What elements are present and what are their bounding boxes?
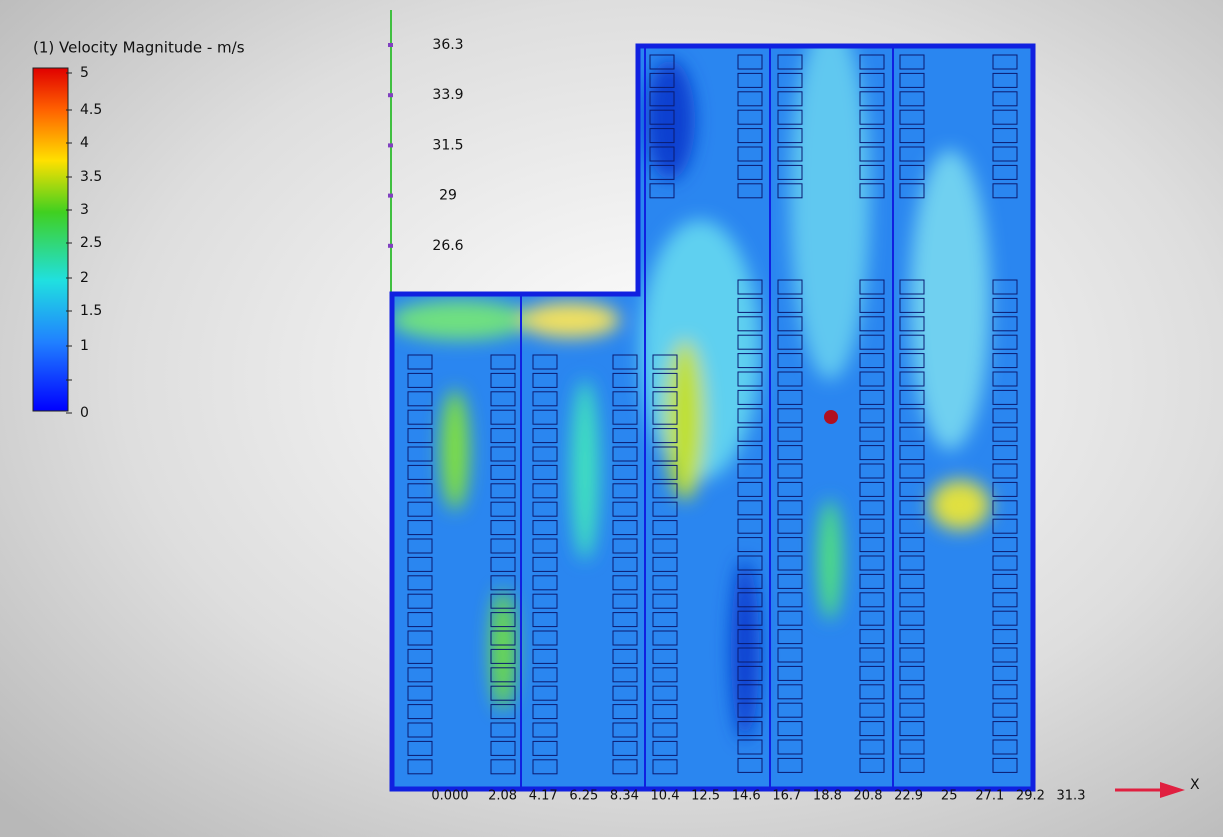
x-tick-label: 16.7 <box>772 789 801 804</box>
y-tick <box>388 143 393 147</box>
legend-tick-label: 2.5 <box>80 235 102 251</box>
x-tick-label: 14.6 <box>732 789 761 804</box>
legend-tick-label: 1.5 <box>80 303 102 319</box>
legend-tick-label: 3 <box>80 202 89 218</box>
y-tick-label: 33.9 <box>432 87 463 103</box>
y-tick-label: 31.5 <box>432 137 463 153</box>
x-tick-label: 18.8 <box>813 789 842 804</box>
probe <box>824 410 838 424</box>
y-tick <box>388 93 393 97</box>
x-tick-label: 10.4 <box>651 789 680 804</box>
y-tick-label: 36.3 <box>432 37 463 53</box>
x-tick-label: 20.8 <box>854 789 883 804</box>
legend-title: (1) Velocity Magnitude - m/s <box>33 39 245 57</box>
x-tick-label: 2.08 <box>488 789 517 804</box>
legend-tick-label: 1 <box>80 338 89 354</box>
legend-tick-label: 4.5 <box>80 102 102 118</box>
legend-tick-label: 4 <box>80 135 89 151</box>
y-tick-label: 26.6 <box>432 238 463 254</box>
viewport: (1) Velocity Magnitude - m/s X 5 4.5 4 3.5 3… <box>0 0 1223 837</box>
y-tick <box>388 194 393 198</box>
x-tick-label: 4.17 <box>529 789 558 804</box>
x-tick-label: 12.5 <box>691 789 720 804</box>
x-tick-label: 25 <box>941 789 958 804</box>
x-tick-label: 31.3 <box>1057 789 1086 804</box>
x-tick-label: 22.9 <box>894 789 923 804</box>
legend-bar <box>33 68 68 411</box>
legend-tick-label: 2 <box>80 270 89 286</box>
y-tick-label: 29 <box>439 188 457 204</box>
legend-tick-label: 5 <box>80 65 89 81</box>
y-tick <box>388 43 393 47</box>
x-tick-label: 0.000 <box>431 789 468 804</box>
x-tick-label: 8.34 <box>610 789 639 804</box>
x-tick-label: 6.25 <box>569 789 598 804</box>
x-axis-name: X <box>1190 777 1200 793</box>
x-tick-label: 29.2 <box>1016 789 1045 804</box>
x-tick-label: 27.1 <box>975 789 1004 804</box>
legend-tick-label: 3.5 <box>80 169 102 185</box>
y-tick <box>388 244 393 248</box>
legend-tick-label: 0 <box>80 405 89 421</box>
